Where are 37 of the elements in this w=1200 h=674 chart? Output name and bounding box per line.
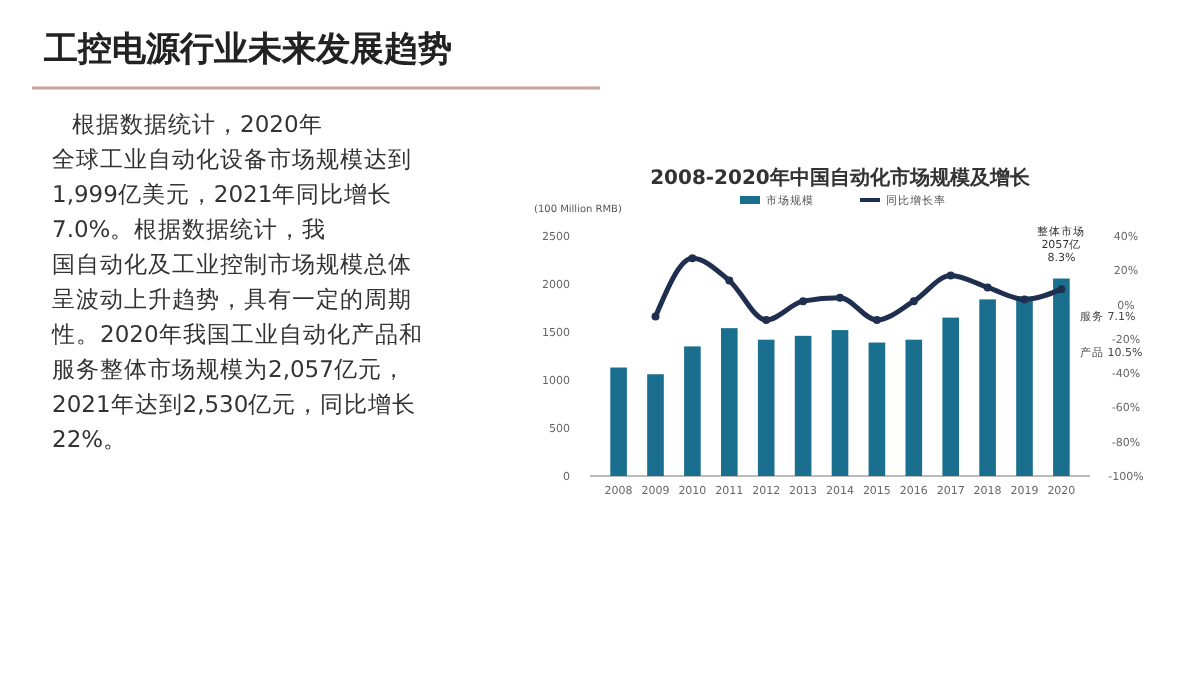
text: 服务整体市场规模为2,057亿元， bbox=[52, 355, 406, 383]
point bbox=[836, 293, 844, 302]
bar bbox=[868, 342, 886, 476]
point bbox=[762, 316, 771, 324]
point bbox=[725, 276, 734, 285]
point bbox=[983, 283, 992, 292]
point bbox=[909, 297, 918, 306]
bar bbox=[1016, 296, 1033, 476]
point bbox=[1057, 285, 1066, 294]
bar bbox=[647, 374, 664, 476]
point bbox=[1020, 295, 1029, 304]
text: 工控电源行业未来发展趋势 bbox=[42, 30, 452, 70]
chart-title: 2008-2020年中国自动化市场规模及增长 bbox=[650, 166, 1032, 190]
bar bbox=[610, 367, 627, 476]
text: 22%。 bbox=[52, 425, 128, 453]
bar bbox=[831, 330, 849, 476]
bar bbox=[1053, 278, 1070, 476]
text: 全球工业自动化设备市场规模达到 bbox=[52, 145, 412, 173]
point bbox=[872, 316, 881, 324]
bar bbox=[684, 346, 701, 476]
bar bbox=[942, 317, 959, 476]
text: 国自动化及工业控制市场规模总体 bbox=[52, 250, 412, 278]
bar bbox=[757, 339, 775, 476]
bar bbox=[905, 339, 923, 476]
point bbox=[946, 271, 955, 280]
text: 根据数据统计，2020年 bbox=[72, 110, 323, 138]
point bbox=[688, 254, 697, 263]
text: 呈波动上升趋势，具有一定的周期 bbox=[52, 285, 412, 313]
text: 2021年达到2,530亿元，同比增长 bbox=[52, 390, 417, 418]
point bbox=[799, 297, 808, 306]
bar bbox=[979, 299, 996, 476]
text: 性。2020年我国工业自动化产品和 bbox=[50, 320, 423, 348]
text: 1,999亿美元，2021年同比增长 bbox=[52, 180, 393, 208]
text: 7.0%。根据数据统计，我 bbox=[52, 215, 327, 243]
bar bbox=[794, 335, 812, 476]
bar bbox=[721, 328, 738, 476]
point bbox=[651, 312, 660, 321]
